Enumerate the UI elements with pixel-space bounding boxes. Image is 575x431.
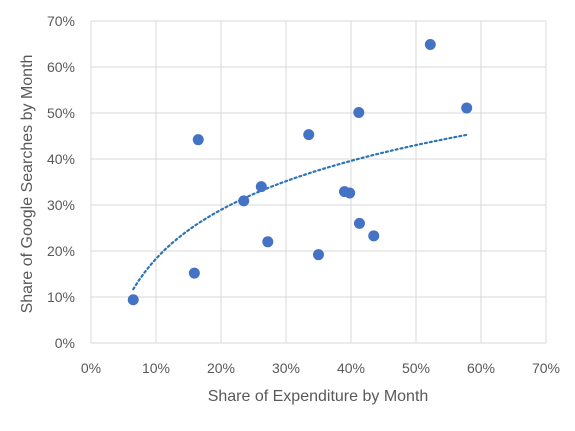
- x-tick-label: 10%: [142, 360, 170, 376]
- y-tick-label: 30%: [47, 197, 75, 213]
- trendline: [132, 133, 470, 291]
- x-tick-label: 50%: [402, 360, 430, 376]
- data-point: [353, 107, 365, 119]
- x-tick-label: 70%: [532, 360, 560, 376]
- x-axis-title: Share of Expenditure by Month: [208, 388, 429, 405]
- y-tick-label: 20%: [47, 243, 75, 259]
- data-point: [192, 134, 204, 146]
- data-point: [424, 38, 436, 50]
- gridlines: [90, 20, 547, 344]
- data-point: [303, 129, 315, 141]
- data-point: [238, 195, 250, 207]
- data-point: [262, 236, 274, 248]
- y-tick-label: 40%: [47, 151, 75, 167]
- data-point: [127, 294, 139, 306]
- y-tick-label: 0%: [55, 335, 75, 351]
- x-tick-label: 60%: [467, 360, 495, 376]
- y-axis-title: Share of Google Searches by Month: [19, 55, 36, 314]
- y-tick-label: 10%: [47, 289, 75, 305]
- data-point: [344, 187, 356, 199]
- data-point: [188, 267, 200, 279]
- x-tick-label: 40%: [337, 360, 365, 376]
- data-points: [127, 38, 473, 306]
- x-tick-label: 30%: [272, 360, 300, 376]
- data-point: [353, 217, 365, 229]
- x-axis-ticks: 0% 10% 20% 30% 40% 50% 60% 70%: [81, 360, 560, 376]
- data-point: [313, 249, 324, 261]
- y-tick-label: 70%: [47, 13, 75, 29]
- trendline-group: [132, 133, 470, 291]
- data-point: [368, 230, 380, 242]
- x-tick-label: 20%: [207, 360, 235, 376]
- y-tick-label: 60%: [47, 59, 75, 75]
- data-point: [255, 181, 267, 193]
- y-tick-label: 50%: [47, 105, 75, 121]
- x-tick-label: 0%: [81, 360, 101, 376]
- y-axis-ticks: 0% 10% 20% 30% 40% 50% 60% 70%: [47, 13, 75, 351]
- data-point: [461, 102, 473, 114]
